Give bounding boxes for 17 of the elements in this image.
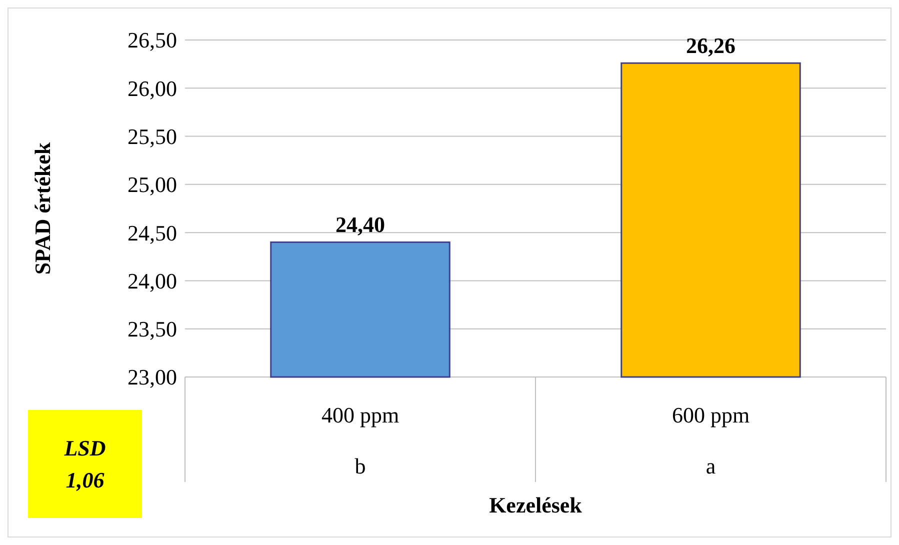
data-label: 24,40 (336, 212, 385, 238)
y-axis-title: SPAD értékek (30, 142, 55, 275)
y-tick-label: 24,50 (128, 220, 177, 246)
y-tick-label: 23,50 (128, 316, 177, 342)
y-tick-label: 23,00 (128, 364, 177, 390)
y-tick-label: 25,50 (128, 124, 177, 149)
text: LSD 1,06 (63, 436, 106, 493)
text: a (706, 454, 716, 479)
x-axis-title: Kezelések (489, 492, 583, 518)
x-tick-label: 400 ppm (321, 402, 400, 428)
x-tick-label: 600 ppm (672, 402, 750, 428)
y-tick-label: 26,50 (128, 28, 177, 53)
y-tick-label: 26,00 (128, 76, 177, 101)
data-label: 26,26 (686, 33, 736, 58)
text: b (354, 454, 366, 479)
y-tick-label: 25,00 (128, 172, 177, 198)
y-tick-label: 24,00 (128, 268, 177, 294)
